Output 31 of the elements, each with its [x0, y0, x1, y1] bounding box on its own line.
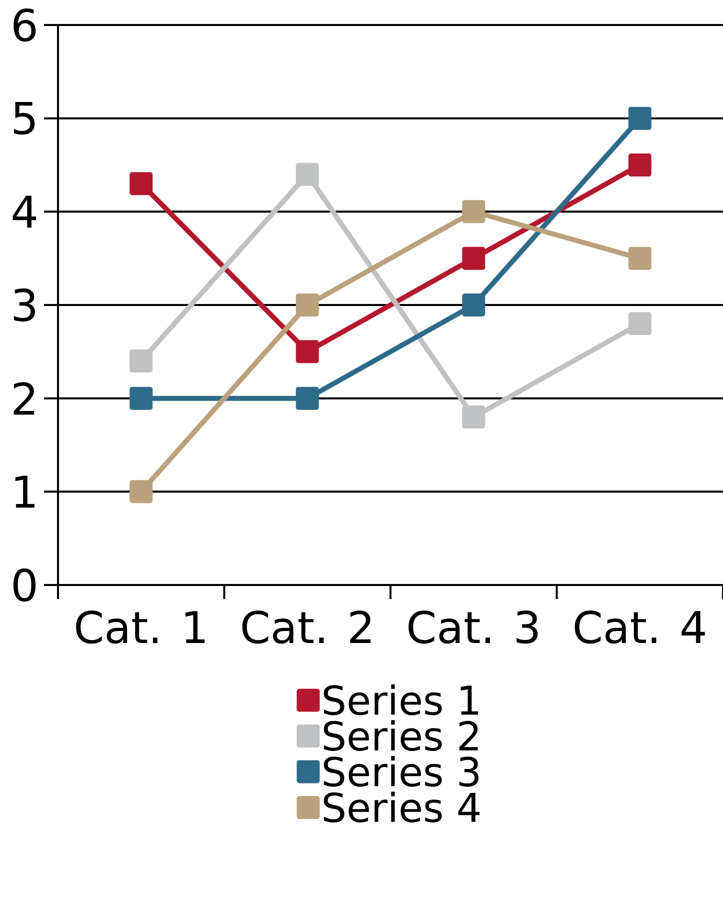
point [130, 349, 153, 372]
point [628, 106, 652, 130]
point [628, 246, 652, 270]
point [462, 293, 486, 316]
point [628, 153, 652, 176]
point [296, 340, 319, 364]
x-tick-label: Cat. 4 [574, 610, 705, 644]
legend-label: Series 4 [324, 792, 480, 822]
point [296, 293, 319, 316]
point [462, 200, 486, 224]
point [130, 386, 153, 410]
x-tick-label: Cat. 2 [242, 610, 370, 644]
point [130, 172, 153, 196]
legend-label: Series 3 [324, 756, 479, 787]
y-tick-label: 2 [14, 382, 34, 415]
y-tick-label: 3 [14, 288, 35, 322]
y-tick-label: 1 [15, 476, 34, 508]
point [462, 405, 486, 428]
point [296, 386, 319, 410]
y-tick-label: 4 [12, 196, 36, 228]
point [296, 162, 319, 186]
point [462, 246, 486, 270]
y-tick-label: 5 [14, 102, 35, 135]
legend-label: Series 2 [324, 720, 478, 751]
x-tick-label: Cat. 3 [408, 610, 538, 644]
y-tick-label: 6 [14, 8, 36, 42]
point [628, 312, 652, 336]
point [130, 480, 153, 504]
y-tick-label: 0 [13, 568, 36, 602]
x-tick-label: Cat. 1 [76, 610, 205, 644]
legend-label: Series 1 [324, 684, 478, 716]
